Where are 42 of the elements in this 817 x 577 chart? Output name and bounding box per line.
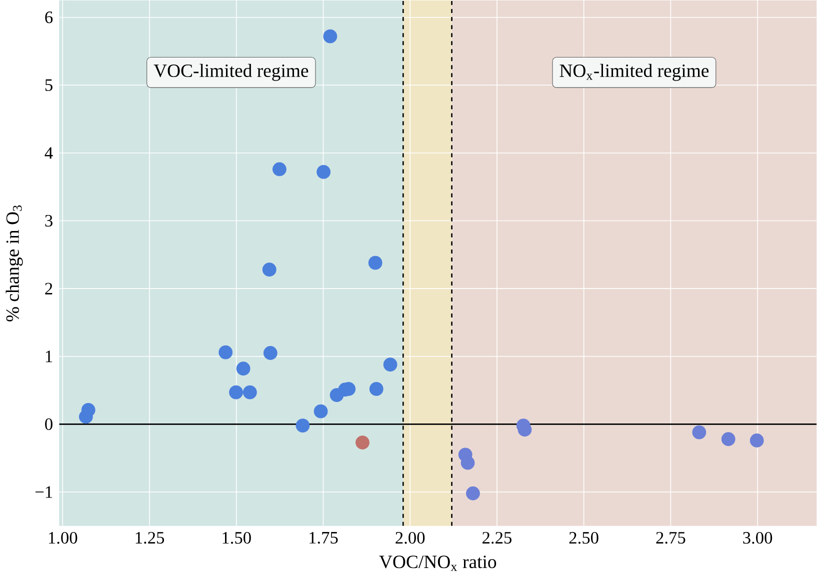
y-tick-label: 2 [45, 283, 52, 295]
y-tick-label: 0 [45, 418, 52, 430]
point [81, 403, 96, 418]
point [263, 346, 278, 360]
point [272, 162, 286, 176]
x-tick-label: 1.75 [310, 532, 338, 544]
point [316, 165, 331, 180]
y-tick-label: 1 [46, 350, 52, 362]
y-tick-label: 4 [44, 147, 53, 159]
y-axis-title: % change in O$_{3}$ [6, 206, 23, 322]
x-tick-label: 3.00 [743, 532, 772, 544]
point [296, 418, 310, 433]
point [369, 382, 384, 396]
point [750, 434, 764, 448]
point [466, 486, 480, 500]
y-tick-label: 3 [45, 215, 52, 227]
band-label: VOC-limited regime [154, 64, 308, 82]
band-label: NO$_{x}$-limited regime [560, 64, 709, 82]
point [460, 456, 475, 470]
x-tick-label: 2.75 [656, 532, 686, 544]
point [323, 30, 338, 44]
point [692, 426, 706, 440]
x-tick-label: 2.25 [482, 532, 512, 544]
y-tick-label: 6 [45, 12, 53, 24]
point [314, 404, 328, 418]
x-axis-title: VOC/NO$_{x}$ ratio [379, 556, 496, 572]
point [218, 346, 233, 360]
point [383, 358, 398, 372]
x-tick-label: 1.50 [222, 532, 251, 544]
point [236, 362, 250, 376]
point [368, 256, 382, 270]
x-tick-label: 2.50 [569, 532, 598, 544]
point [721, 432, 736, 446]
y-tick-label: −1 [35, 486, 52, 498]
point [229, 386, 243, 400]
point [356, 436, 370, 450]
point [262, 262, 276, 277]
x-tick-label: 2.00 [396, 532, 425, 544]
y-tick-label: 5 [45, 80, 52, 92]
x-tick-label: 1.00 [48, 532, 78, 544]
point [242, 386, 257, 400]
x-tick-label: 1.25 [136, 532, 164, 544]
